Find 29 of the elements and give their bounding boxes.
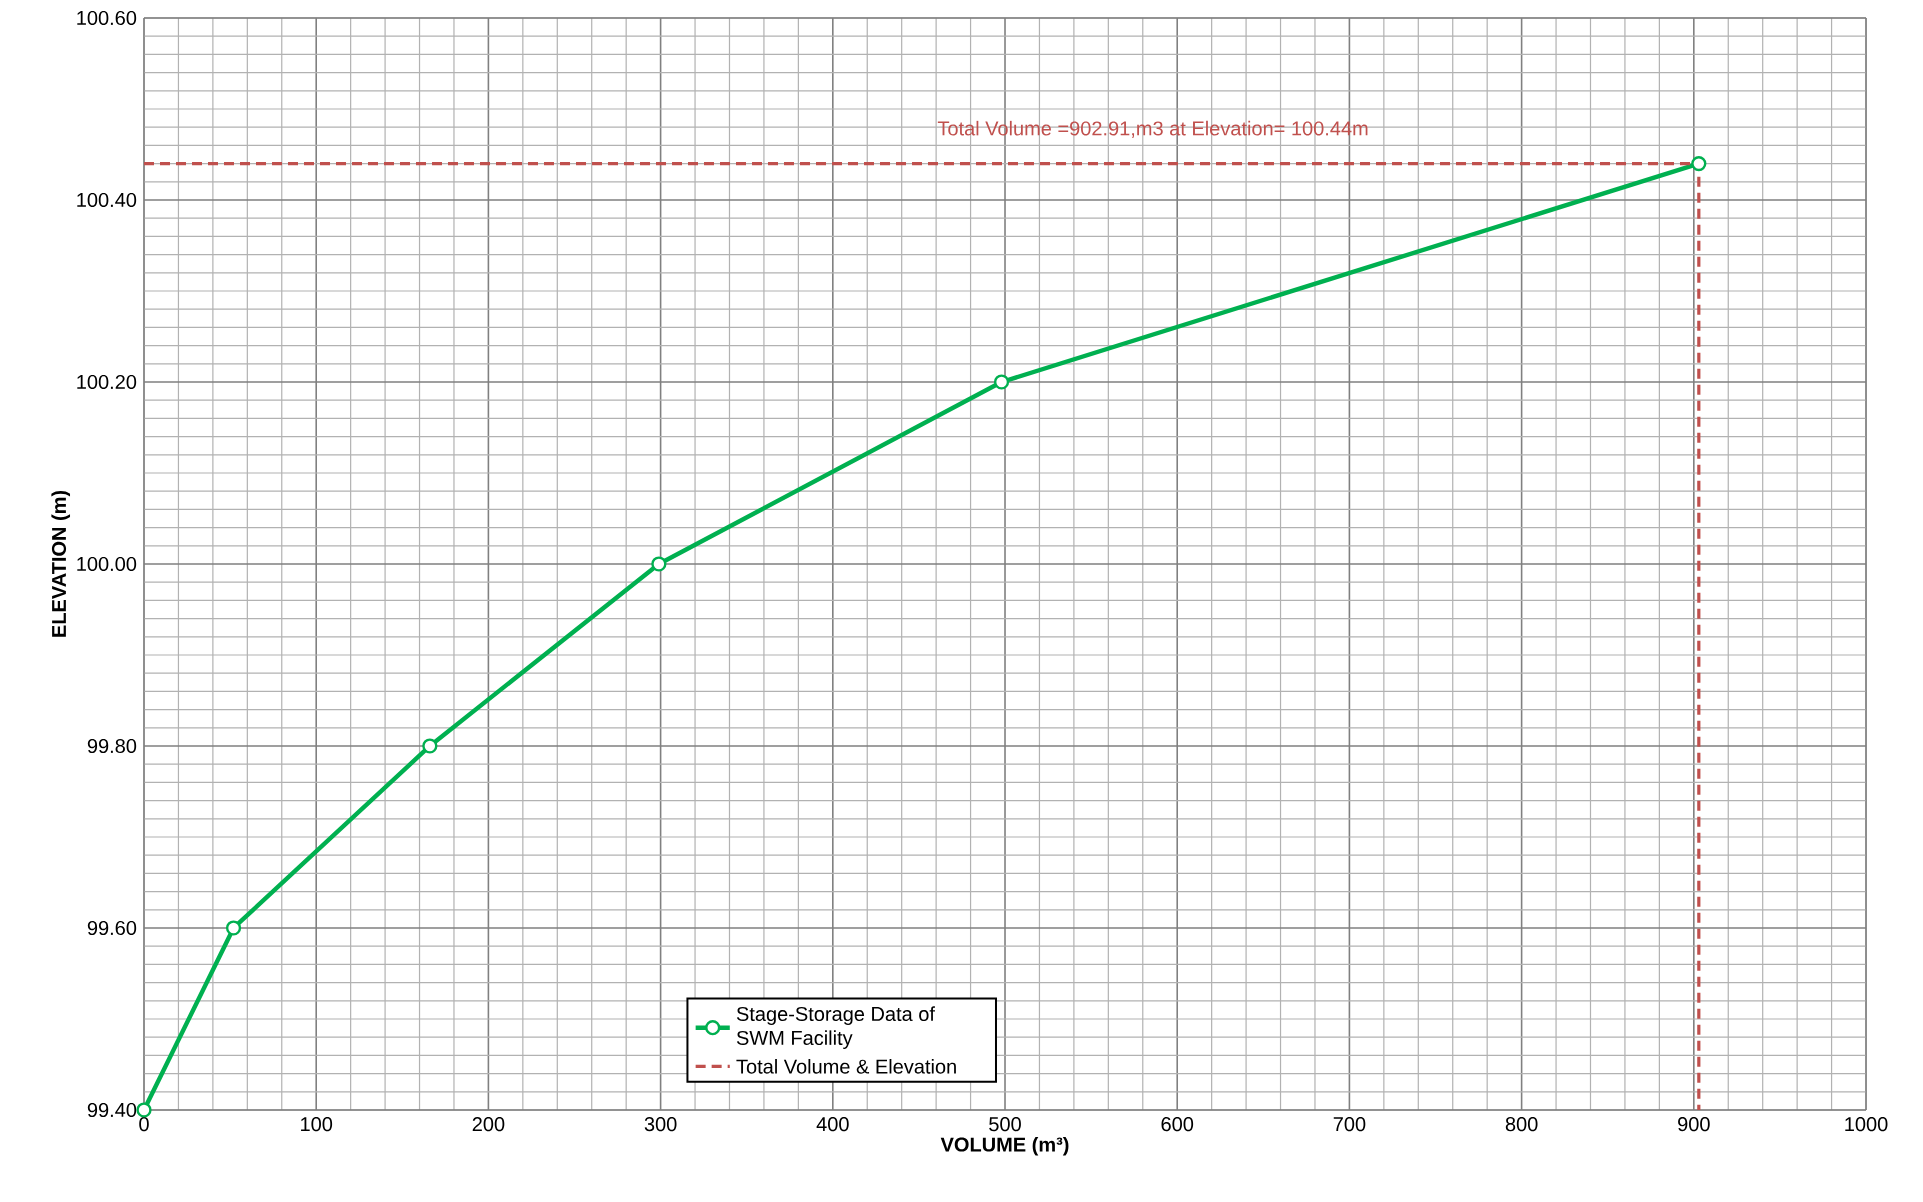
x-tick-label: 700: [1333, 1117, 1366, 1132]
legend-label: Total Volume & Elevation: [736, 1059, 956, 1074]
y-tick-label: 100.00: [77, 556, 137, 572]
point: [422, 738, 438, 754]
point: [136, 1102, 152, 1118]
x-tick-label: 100: [301, 1117, 333, 1132]
x-tick-label: 0: [139, 1117, 149, 1132]
x-tick-label: 500: [989, 1117, 1021, 1132]
annotation: Total Volume =902.91,m3 at Elevation= 100.44m: [937, 120, 1368, 138]
x-tick-label: 600: [1161, 1117, 1194, 1132]
y-axis-title: ELEVATION (m): [51, 490, 71, 637]
x-tick-label: 900: [1678, 1117, 1710, 1132]
x-axis-title: VOLUME (m³): [940, 1136, 1069, 1156]
y-tick-label: 99.60: [87, 920, 137, 936]
x-tick-label: 800: [1505, 1117, 1538, 1132]
y-tick-label: 100.40: [77, 192, 137, 208]
y-tick-label: 99.40: [87, 1102, 137, 1118]
point: [1691, 155, 1707, 172]
x-tick-label: 300: [644, 1117, 677, 1132]
point: [651, 556, 667, 572]
y-tick-label: 99.80: [87, 738, 137, 754]
x-tick-label: 200: [472, 1117, 505, 1132]
point: [225, 920, 242, 936]
point: [993, 374, 1010, 390]
legend-label: Stage-Storage Data of SWM Facility: [736, 1006, 935, 1049]
y-tick-label: 100.60: [77, 10, 137, 26]
y-tick-label: 100.20: [77, 374, 137, 390]
x-tick-label: 400: [816, 1117, 849, 1132]
x-tick-label: 1000: [1845, 1117, 1888, 1132]
